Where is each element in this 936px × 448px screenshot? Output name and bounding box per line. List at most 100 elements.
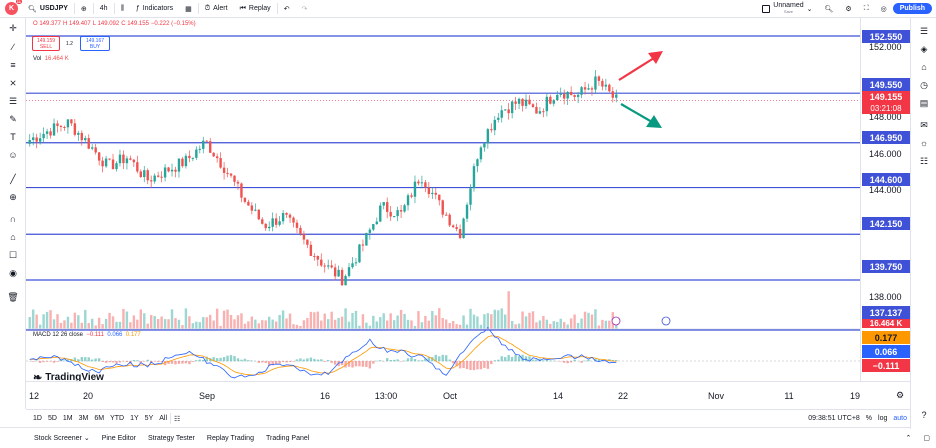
tab-stock-screener[interactable]: Stock Screener ⌄ (28, 434, 96, 442)
tab-pine-editor[interactable]: Pine Editor (101, 434, 136, 442)
candle-body (285, 212, 288, 215)
volume-bar (552, 321, 555, 329)
timezone-clock[interactable]: 09:38:51 UTC+8 (808, 415, 860, 422)
quick-search-button[interactable]: 🔍︎ (819, 0, 840, 18)
trend-line-icon[interactable]: ∕ (12, 42, 14, 52)
emoji-icon[interactable]: ☺ (8, 150, 18, 160)
buy-label: BUY (89, 44, 101, 50)
lock-drawings-icon[interactable]: ⌂ (10, 232, 16, 242)
volume-bar (361, 314, 365, 329)
time-axis-settings-button[interactable]: ⚙︎ (896, 390, 905, 400)
buy-button[interactable]: 149.167 BUY (80, 36, 110, 51)
range-5y-button[interactable]: 5Y (144, 415, 154, 422)
ruler-icon[interactable]: ╱ (10, 173, 16, 184)
compare-symbol-button[interactable]: ⊕ (75, 0, 93, 18)
clock-icon[interactable]: ◷ (920, 79, 928, 90)
candle-body (559, 93, 562, 95)
candle-body (379, 205, 382, 222)
magnet-icon[interactable]: ∩ (9, 214, 17, 224)
indicators-button[interactable]: ƒ Indicators (130, 0, 179, 18)
range-6m-button[interactable]: 6M (94, 415, 105, 422)
publish-button[interactable]: Publish (892, 3, 932, 14)
sell-button[interactable]: 149.159 SELL (32, 36, 60, 51)
data-window-icon[interactable]: ⌂ (921, 62, 927, 72)
range-all-button[interactable]: All (159, 415, 168, 422)
volume-bar (333, 319, 337, 329)
volume-bar (493, 309, 496, 329)
candle-body (257, 209, 260, 220)
candle-body (611, 91, 614, 98)
settings-button[interactable]: ⚙︎ (839, 0, 857, 18)
volume-bar (153, 315, 156, 329)
eye-icon[interactable]: ◉ (9, 267, 17, 278)
maximize-panel-button[interactable]: ▢ (917, 434, 936, 442)
macd-histogram-bar (521, 354, 524, 362)
divider (197, 3, 199, 14)
candle-body (504, 109, 507, 111)
watchlist-icon[interactable]: ☰ (919, 25, 929, 36)
symbol-search-button[interactable]: 🔍︎ USDJPY (22, 0, 74, 18)
fib-retracement-icon[interactable]: ☰ (8, 95, 18, 106)
templates-button[interactable]: ▦ (179, 0, 198, 18)
macd-histogram-bar (87, 357, 90, 362)
macd-line (29, 326, 617, 379)
sell-price: 149.159 (36, 38, 56, 44)
layout-button[interactable]: Unnamed Save ⌄ (756, 0, 818, 18)
go-to-date-button[interactable]: ☷ (171, 415, 183, 423)
replay-button[interactable]: ⏮︎ Replay (234, 0, 277, 18)
calendar-icon[interactable]: ☷ (919, 155, 929, 166)
indicators-label: Indicators (142, 5, 174, 12)
brush-icon[interactable]: ✎ (9, 113, 17, 124)
alert-button[interactable]: ⏰︎ Alert (199, 0, 234, 18)
alerts-icon[interactable]: ◈ (920, 43, 928, 54)
tab-replay-trading[interactable]: Replay Trading (206, 434, 254, 442)
user-avatar[interactable]: K 11 (5, 0, 22, 15)
tab-trading-panel[interactable]: Trading Panel (265, 434, 310, 442)
lock-icon[interactable]: ☐ (8, 249, 18, 260)
time-axis[interactable]: 12 20 Sep 16 13:00 Oct 14 22 Nov 11 19 ⚙… (26, 381, 910, 409)
candle-body (198, 148, 201, 150)
macd-histogram-bar (49, 361, 52, 362)
volume-bar (375, 321, 378, 329)
volume-bar (608, 320, 611, 329)
auto-scale-button[interactable]: auto (893, 415, 907, 422)
news-icon[interactable]: ▤ (919, 97, 929, 108)
pitchfork-icon[interactable]: ⨯ (9, 77, 17, 88)
fullscreen-button[interactable]: ⛶ (858, 0, 875, 18)
help-icon[interactable]: ? (921, 410, 927, 420)
undo-button[interactable]: ↶ (278, 0, 296, 18)
range-1d-button[interactable]: 1D (33, 415, 42, 422)
price-axis[interactable]: 152.000 148.000 146.000 144.000 138.000 … (860, 18, 910, 381)
snapshot-button[interactable]: ◎ (875, 0, 893, 18)
tab-strategy-tester[interactable]: Strategy Tester (147, 434, 195, 442)
ideas-icon[interactable]: ☼ (919, 138, 929, 148)
percent-scale-button[interactable]: % (865, 415, 873, 422)
chart-pane[interactable] (26, 18, 860, 381)
range-5d-button[interactable]: 5D (47, 415, 57, 422)
volume-bar (441, 318, 444, 329)
candle-body (184, 155, 188, 167)
range-1m-button[interactable]: 1M (62, 415, 73, 422)
candle-body (434, 192, 437, 195)
chat-icon[interactable]: ✉ (920, 119, 928, 130)
redo-button[interactable]: ↷ (296, 0, 314, 18)
range-1y-button[interactable]: 1Y (130, 415, 139, 422)
candle-body (493, 119, 496, 131)
chart-type-button[interactable]: ⫼ (115, 0, 130, 18)
range-ytd-button[interactable]: YTD (110, 415, 125, 422)
macd-histogram-bar (146, 359, 149, 362)
crosshair-icon[interactable]: ✛ (9, 22, 17, 33)
log-scale-button[interactable]: log (878, 415, 888, 422)
macd-histogram-bar (399, 361, 403, 362)
horizontal-lines-icon[interactable]: ≡ (10, 60, 16, 70)
candle-body (73, 123, 77, 135)
trash-icon[interactable]: 🗑︎ (7, 291, 19, 302)
down-arrow-line (620, 103, 653, 123)
collapse-panel-button[interactable]: ⌃ (900, 434, 918, 442)
macd-histogram-bar (236, 358, 240, 362)
zoom-in-icon[interactable]: ⊕ (9, 191, 17, 202)
interval-button[interactable]: 4h (94, 0, 114, 18)
volume-bar (156, 318, 160, 329)
range-3m-button[interactable]: 3M (78, 415, 89, 422)
text-icon[interactable]: T (10, 132, 16, 142)
